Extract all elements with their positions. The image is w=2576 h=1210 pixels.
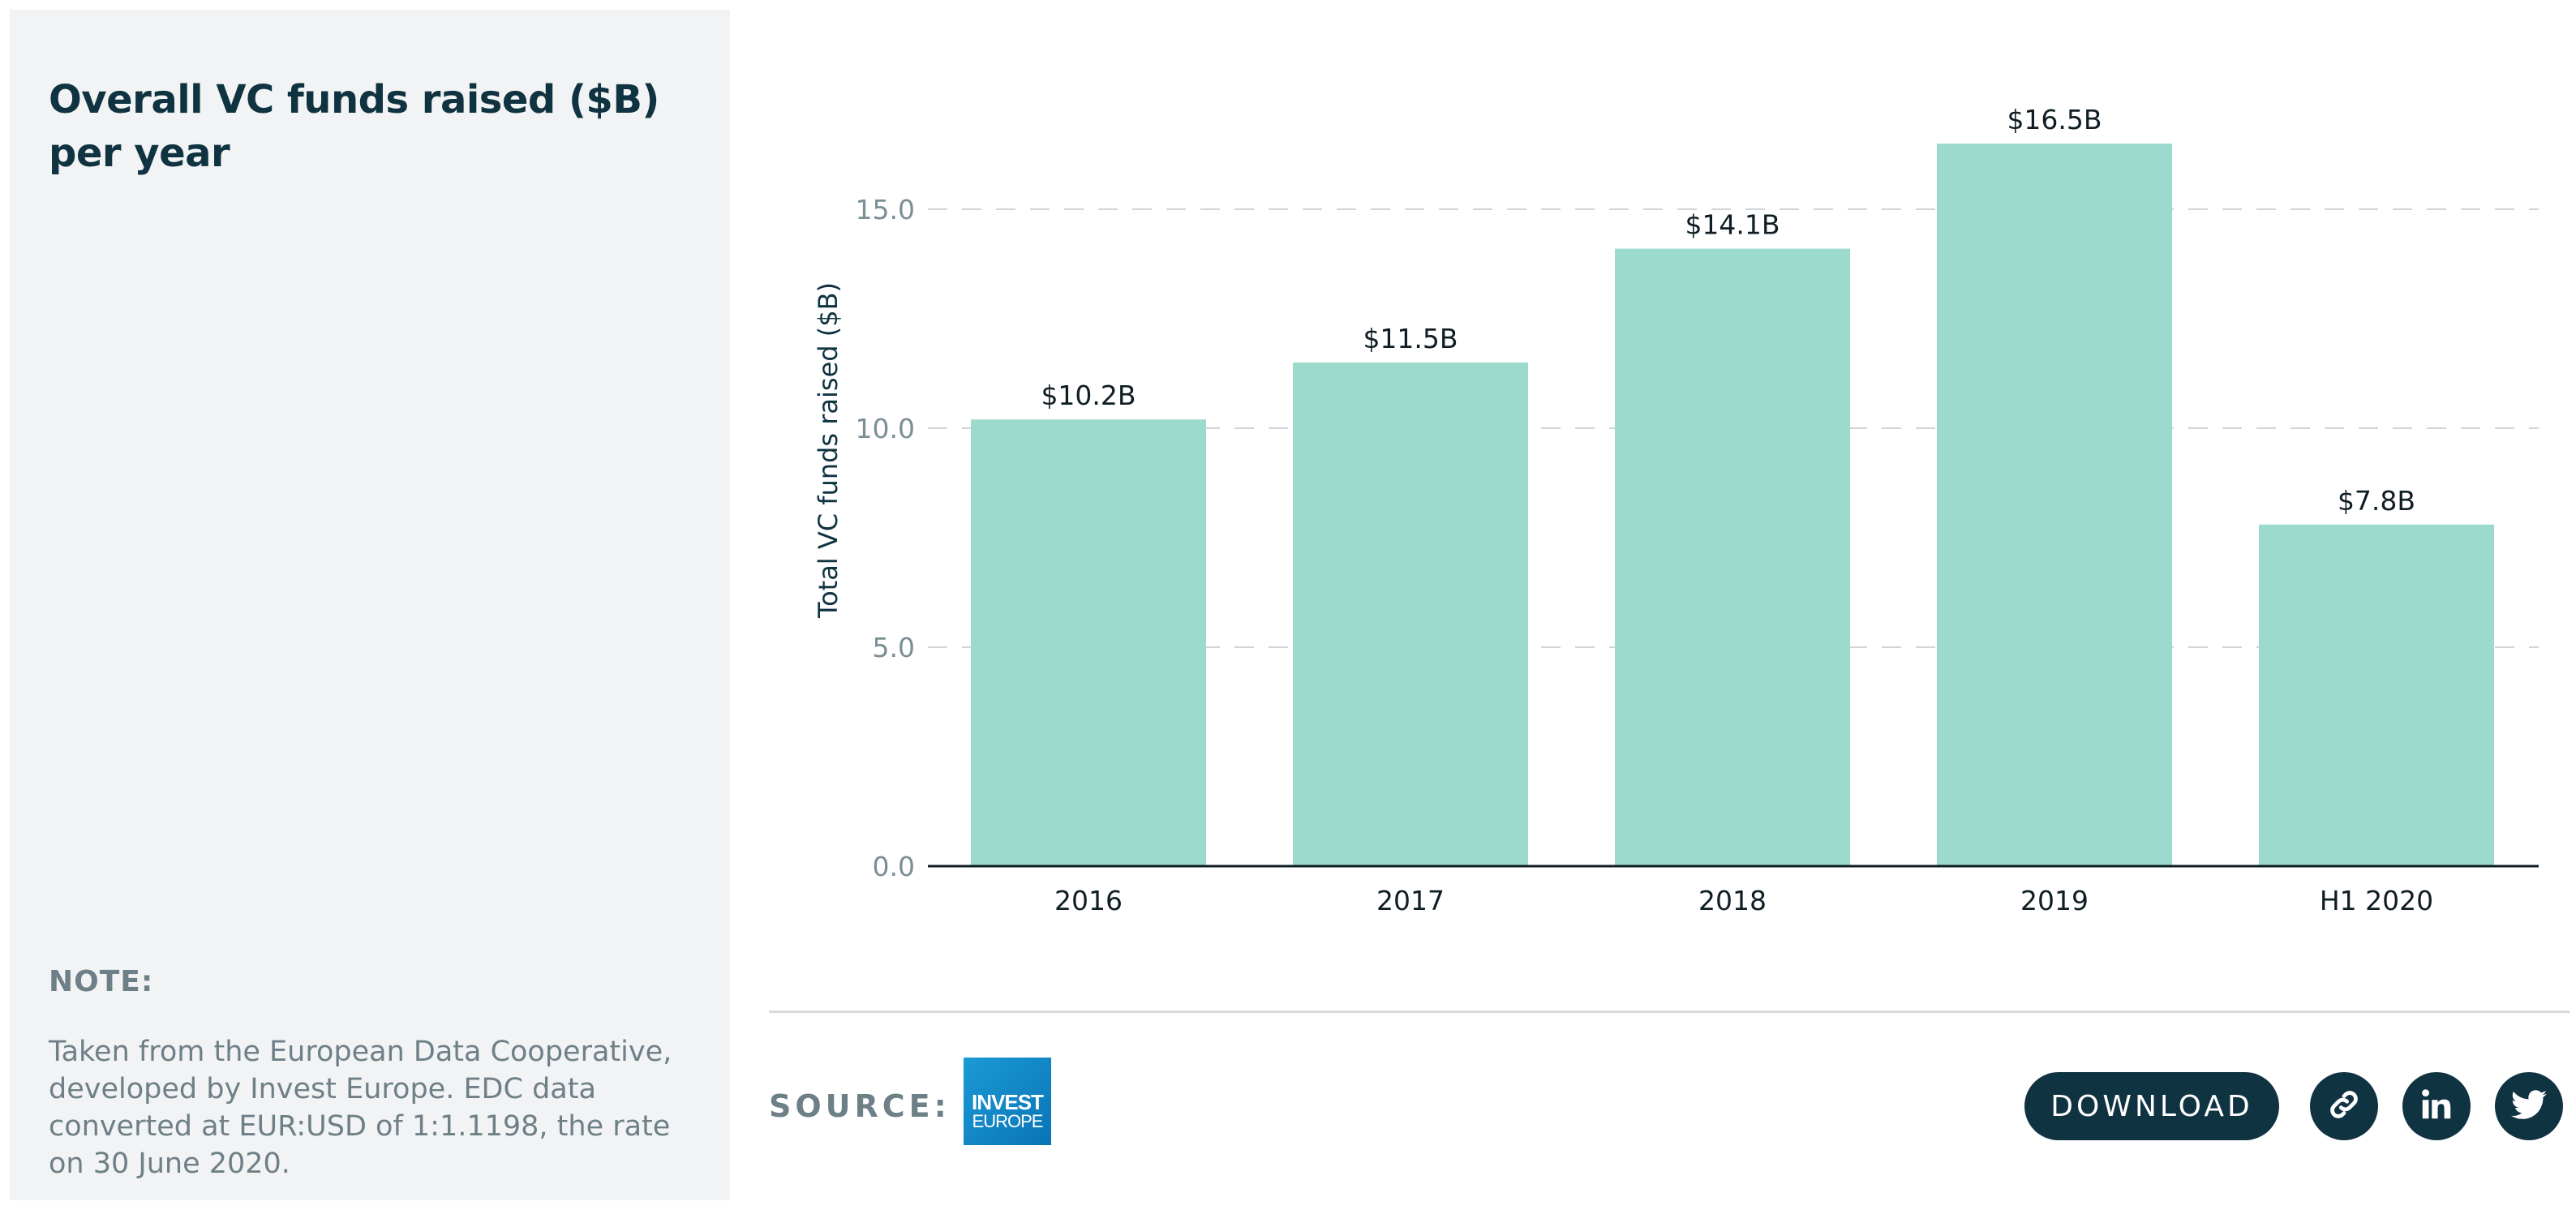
footer-divider xyxy=(769,1010,2570,1013)
x-tick-label: 2017 xyxy=(1376,885,1445,916)
bar-2018[interactable] xyxy=(1615,248,1850,867)
invest-europe-logo[interactable]: INVEST EUROPE xyxy=(964,1058,1051,1145)
note-text: Taken from the European Data Cooperative… xyxy=(49,1036,672,1180)
logo-text-europe: EUROPE xyxy=(972,1111,1044,1131)
share-linkedin-button[interactable] xyxy=(2402,1072,2471,1140)
y-tick-label: 10.0 xyxy=(856,413,915,444)
bar-chart: 0.0 5.0 10.0 15.0 $10.2B 2016 $11.5B 2017 $14.1B… xyxy=(813,104,2539,916)
source-label: SOURCE: xyxy=(769,1088,951,1124)
data-label: $11.5B xyxy=(1363,323,1458,354)
bar-2017[interactable] xyxy=(1293,363,1528,866)
twitter-icon xyxy=(2509,1085,2548,1127)
data-label: $7.8B xyxy=(2338,485,2415,517)
logo-text-invest: INVEST xyxy=(972,1090,1044,1114)
data-label: $16.5B xyxy=(2007,104,2102,135)
bar-2016[interactable] xyxy=(971,419,1206,866)
share-twitter-button[interactable] xyxy=(2495,1072,2563,1140)
x-tick-label: H1 2020 xyxy=(2320,885,2433,916)
chart-title: Overall VC funds raised ($B) per year xyxy=(49,77,659,176)
x-tick-label: 2018 xyxy=(1698,885,1767,916)
y-axis-label: Total VC funds raised ($B) xyxy=(813,282,844,619)
y-tick-label: 5.0 xyxy=(873,632,915,663)
data-label: $10.2B xyxy=(1041,380,1136,411)
y-tick-label: 0.0 xyxy=(873,851,915,882)
link-icon xyxy=(2326,1087,2362,1126)
copy-link-button[interactable] xyxy=(2310,1072,2378,1140)
note-heading: NOTE: xyxy=(49,965,154,998)
x-tick-label: 2016 xyxy=(1054,885,1123,916)
y-tick-label: 15.0 xyxy=(856,194,915,225)
download-button[interactable]: DOWNLOAD xyxy=(2024,1072,2279,1140)
bar-h1-2020[interactable] xyxy=(2259,524,2494,866)
data-label: $14.1B xyxy=(1685,209,1780,241)
bar-2019[interactable] xyxy=(1937,144,2172,866)
chart-info-panel: Overall VC funds raised ($B) per year NO… xyxy=(10,10,730,1200)
linkedin-icon xyxy=(2418,1086,2455,1126)
x-tick-label: 2019 xyxy=(2020,885,2089,916)
